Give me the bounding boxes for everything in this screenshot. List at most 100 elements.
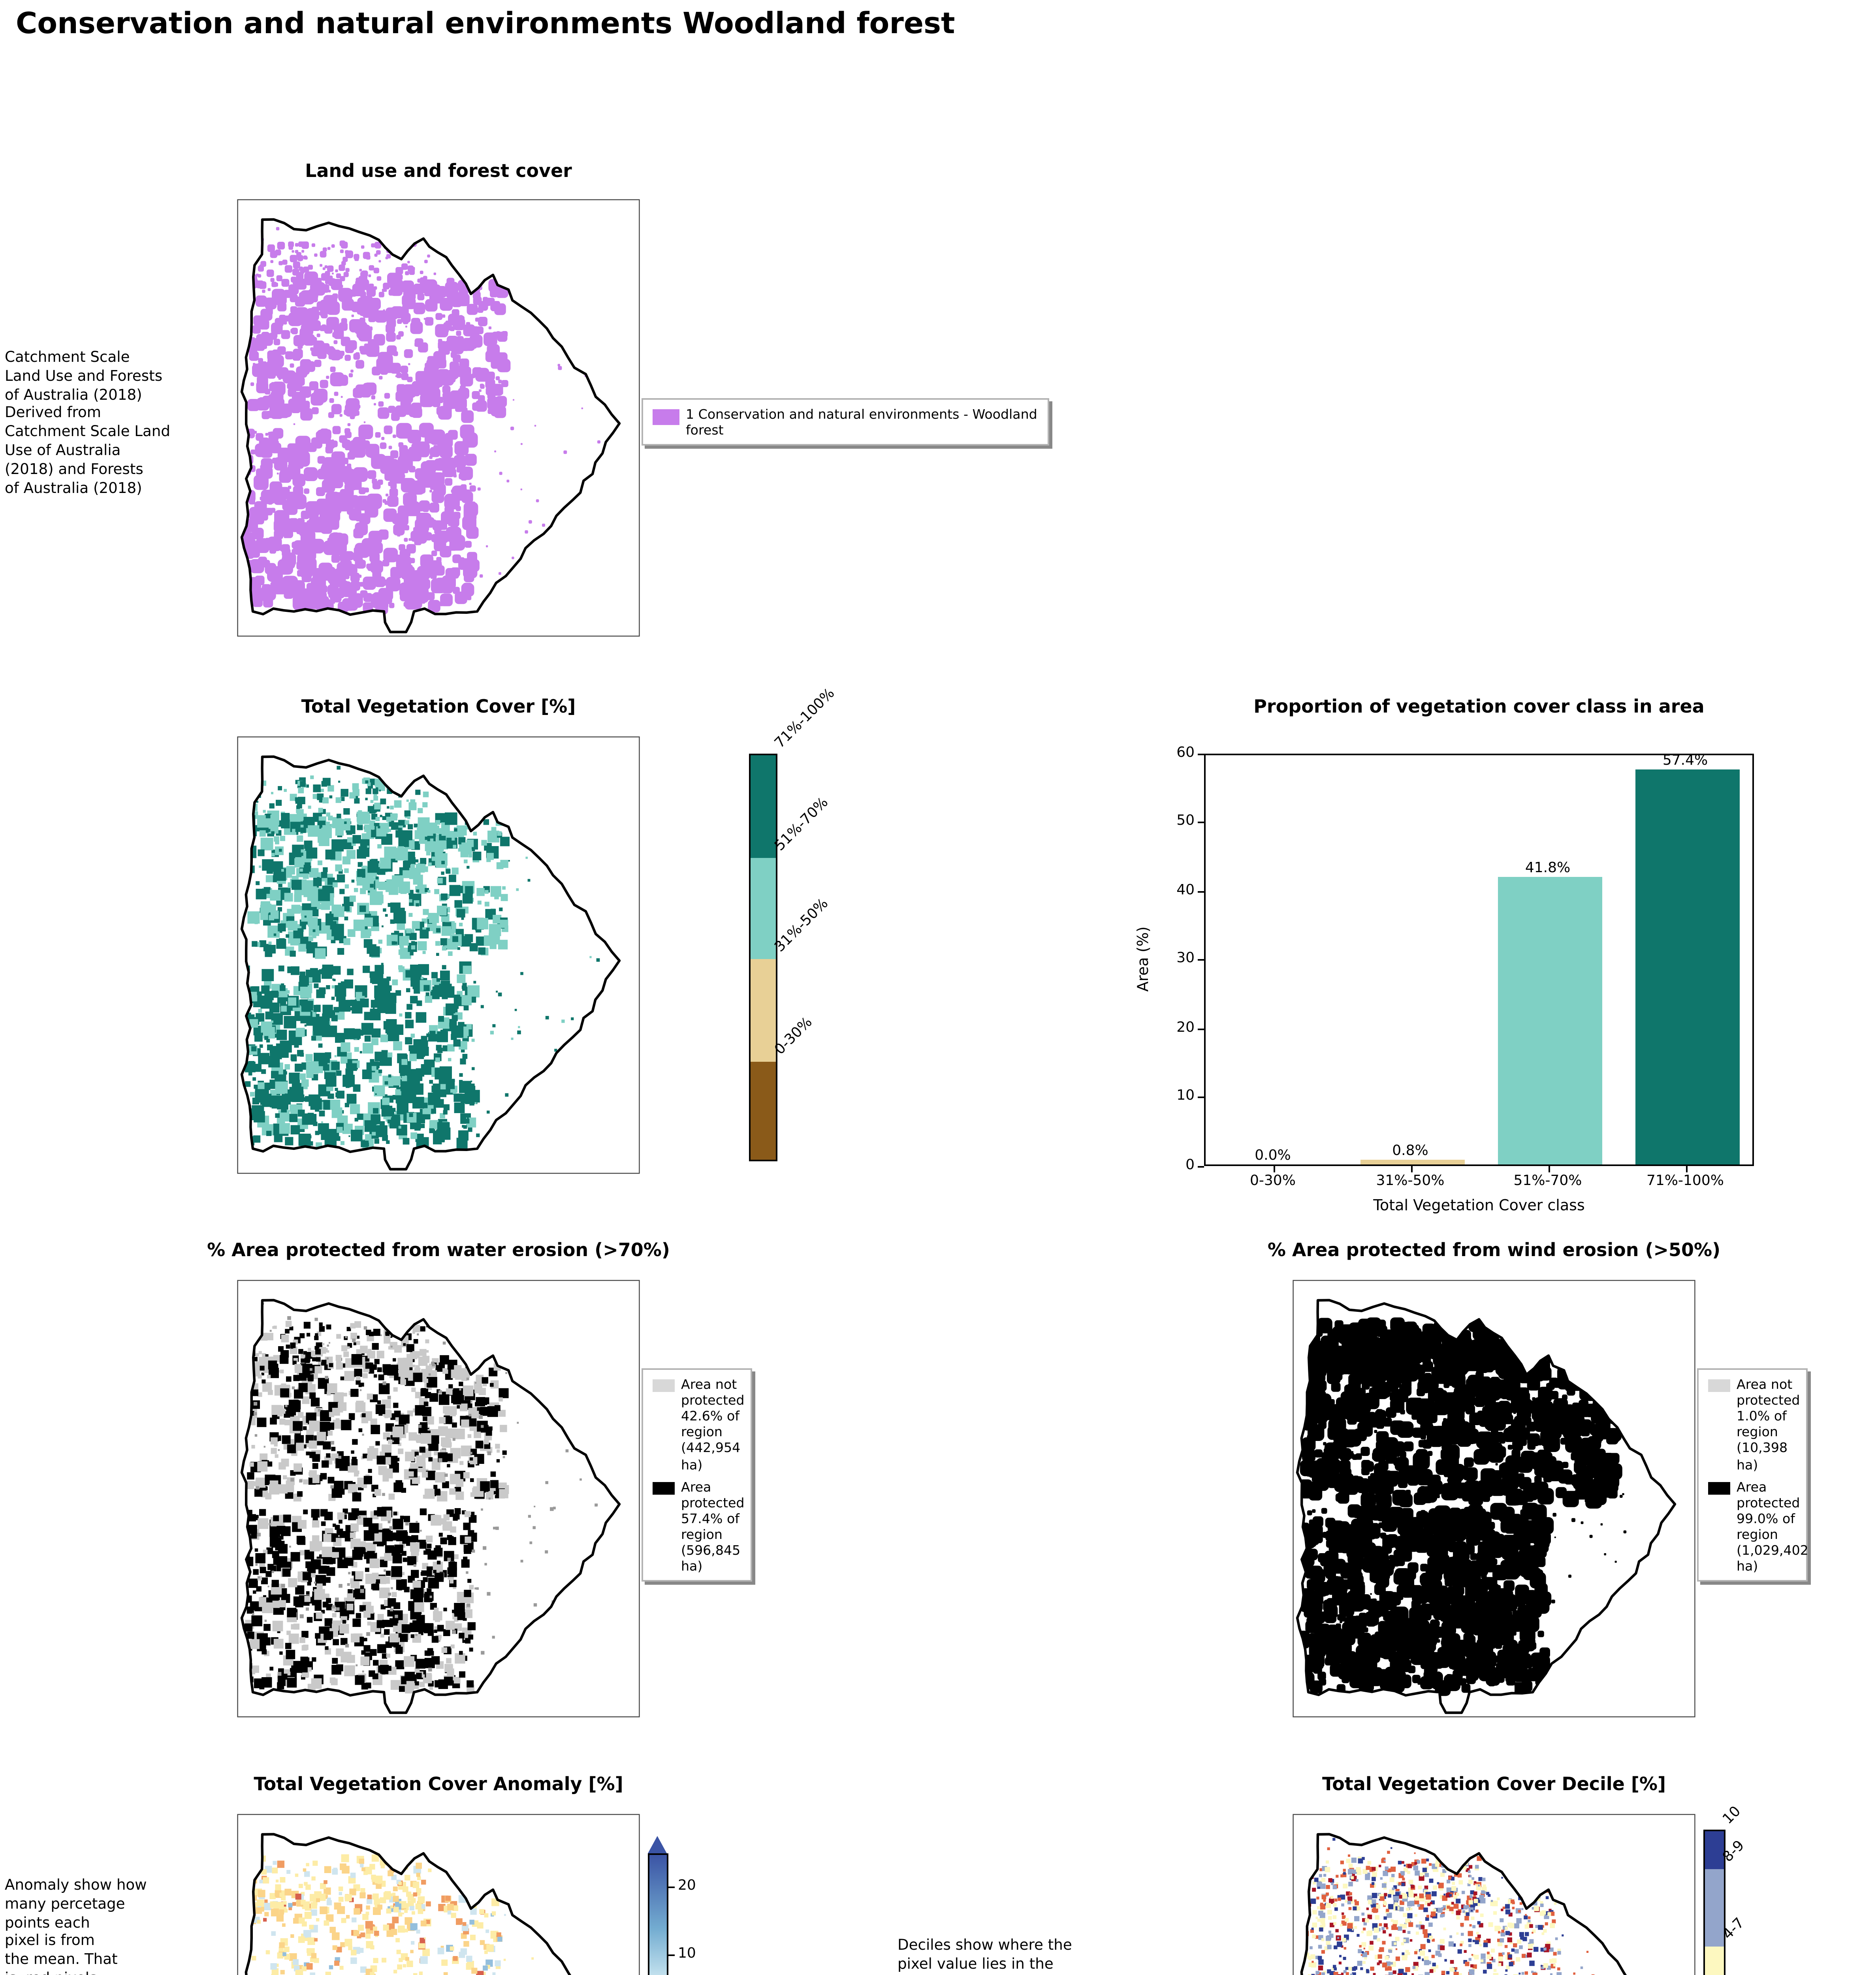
colorbar-segment <box>1705 1947 1724 1975</box>
map-frame <box>1293 1814 1695 1975</box>
landuse-caption: Catchment Scale Land Use and Forests of … <box>5 349 170 497</box>
barchart-xlabel: Total Vegetation Cover class <box>1373 1198 1585 1215</box>
wind-legend: Area not protected 1.0% of region (10,39… <box>1697 1368 1808 1582</box>
anomaly-colorbar: 20100−10−20 <box>648 1836 743 1975</box>
bar <box>1497 877 1601 1164</box>
landuse-legend-swatch <box>653 409 679 425</box>
map-frame <box>237 1280 640 1717</box>
barchart-ytick-label: 10 <box>1176 1089 1195 1104</box>
wind-protected-swatch <box>1708 1481 1730 1494</box>
barchart-ytick-mark <box>1198 1097 1204 1098</box>
region-outline <box>240 218 621 634</box>
anomaly-title: Total Vegetation Cover Anomaly [%] <box>254 1773 623 1795</box>
anomaly-tick-label: 10 <box>678 1947 696 1963</box>
region-outline <box>245 1833 572 1975</box>
map-wind-erosion <box>1293 1280 1695 1717</box>
water-not-protected-label: Area not protected 42.6% of region (442,… <box>681 1376 745 1472</box>
bar-value-label: 41.8% <box>1525 861 1571 877</box>
bar-value-label: 57.4% <box>1662 754 1708 770</box>
colorbar-segment <box>751 857 776 959</box>
map-frame <box>237 1814 640 1975</box>
wind-not-protected-swatch <box>1708 1379 1730 1392</box>
vegcover-colorbar: 71%-100% 51%-70% 31%-50% 0-30% <box>749 686 923 1180</box>
barchart-ytick-label: 20 <box>1176 1020 1195 1036</box>
colorbar-segment <box>751 959 776 1061</box>
barchart-ytick-label: 30 <box>1176 951 1195 967</box>
map-vegetation-decile <box>1293 1814 1695 1975</box>
region-outline <box>1296 1299 1677 1714</box>
wind-legend-entry-protected: Area protected 99.0% of region (1,029,40… <box>1708 1478 1808 1574</box>
anomaly-tick-label: 20 <box>678 1879 696 1895</box>
landuse-legend: 1 Conservation and natural environments … <box>642 398 1049 446</box>
map-patches <box>242 224 614 615</box>
water-legend-entry-not-protected: Area not protected 42.6% of region (442,… <box>653 1376 745 1472</box>
anomaly-caption: Anomaly show how many percetage points e… <box>5 1877 147 1975</box>
barchart-xtick-mark <box>1548 1166 1549 1172</box>
decile-colorbar-bar <box>1703 1830 1725 1975</box>
barchart-xtick-mark <box>1685 1166 1687 1172</box>
map-patches <box>1303 1835 1667 1975</box>
colorbar-segment <box>751 755 776 857</box>
barchart-xtick-label: 31%-50% <box>1376 1174 1445 1190</box>
vegcover-colorbar-bar <box>749 754 777 1161</box>
colorbar-segment-label: 31%-50% <box>772 896 832 956</box>
bar-value-label: 0.8% <box>1392 1143 1428 1159</box>
barchart-panel: Proportion of vegetation cover class in … <box>1106 695 1876 1240</box>
barchart-ytick-label: 40 <box>1176 882 1195 898</box>
decile-caption: Deciles show where the pixel value lies … <box>898 1937 1072 1975</box>
map-frame <box>1293 1280 1695 1717</box>
barchart-ytick-mark <box>1198 1165 1204 1167</box>
page-title: Conservation and natural environments Wo… <box>16 8 955 41</box>
barchart-ytick-label: 0 <box>1185 1157 1195 1173</box>
barchart-ytick-mark <box>1198 1028 1204 1029</box>
barchart-xtick-label: 71%-100% <box>1646 1174 1724 1190</box>
water-protected-swatch <box>653 1481 675 1494</box>
colorbar-segment <box>1705 1870 1724 1947</box>
region-outline <box>240 755 621 1171</box>
map-water-erosion <box>237 1280 640 1717</box>
map-land-use <box>237 199 640 637</box>
wind-title: % Area protected from wind erosion (>50%… <box>1267 1239 1721 1261</box>
barchart-xtick-label: 51%-70% <box>1513 1174 1582 1190</box>
barchart-xtick-mark <box>1273 1166 1274 1172</box>
bar <box>1360 1159 1464 1164</box>
map-patches <box>242 757 614 1151</box>
decile-colorbar: 108-94-72-31 <box>1703 1804 1830 1975</box>
map-frame <box>237 199 640 637</box>
vegcover-title: Total Vegetation Cover [%] <box>301 695 576 717</box>
wind-not-protected-label: Area not protected 1.0% of region (10,39… <box>1737 1376 1800 1472</box>
colorbar-segment-label: 51%-70% <box>772 794 832 854</box>
barchart-ytick-label: 50 <box>1176 814 1195 830</box>
colorbar-segment-label: 0-30% <box>772 1014 816 1058</box>
barchart-ytick-mark <box>1198 753 1204 754</box>
bar-value-label: 0.0% <box>1255 1149 1291 1164</box>
barchart-ytick-mark <box>1198 890 1204 892</box>
water-legend: Area not protected 42.6% of region (442,… <box>642 1368 752 1582</box>
anomaly-tick-mark <box>668 1887 674 1888</box>
water-protected-label: Area protected 57.4% of region (596,845 … <box>681 1478 745 1574</box>
wind-protected-label: Area protected 99.0% of region (1,029,40… <box>1737 1478 1808 1574</box>
colorbar-segment-label: 71%-100% <box>772 686 839 752</box>
colorbar-segment <box>1705 1831 1724 1870</box>
landuse-title: Land use and forest cover <box>305 160 572 182</box>
map-patches <box>1297 1302 1668 1696</box>
anomaly-colorbar-arrow-up <box>648 1836 667 1853</box>
decile-title: Total Vegetation Cover Decile [%] <box>1322 1773 1666 1795</box>
wind-legend-entry-not-protected: Area not protected 1.0% of region (10,39… <box>1708 1376 1800 1472</box>
colorbar-segment-label: 10 <box>1720 1804 1745 1828</box>
anomaly-tick-mark <box>668 1955 674 1956</box>
barchart-ytick-mark <box>1198 959 1204 961</box>
water-not-protected-swatch <box>653 1379 675 1392</box>
barchart-ytick-mark <box>1198 822 1204 823</box>
water-legend-entry-protected: Area protected 57.4% of region (596,845 … <box>653 1478 745 1574</box>
map-vegetation-cover <box>237 736 640 1174</box>
map-patches <box>247 1842 588 1975</box>
map-frame <box>237 736 640 1174</box>
barchart-xtick-mark <box>1410 1166 1412 1172</box>
map-patches <box>243 1303 611 1694</box>
barchart-ytick-label: 60 <box>1176 745 1195 761</box>
anomaly-colorbar-bar <box>648 1853 668 1975</box>
barchart-xtick-label: 0-30% <box>1250 1174 1296 1190</box>
